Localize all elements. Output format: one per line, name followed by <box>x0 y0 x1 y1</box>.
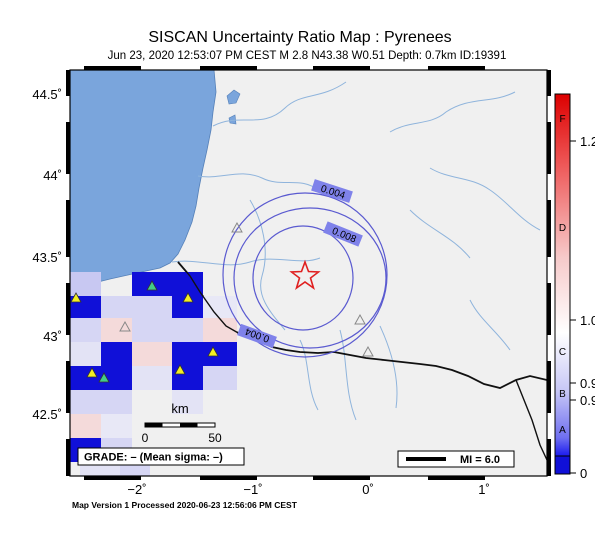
scale-start: 0 <box>142 431 149 445</box>
grade-letter: C <box>559 347 566 358</box>
map-frame <box>69 69 548 477</box>
scale-bar: km 0 50 <box>142 401 222 445</box>
rivers <box>171 81 541 421</box>
color-bar-value: 0.9 <box>580 376 595 391</box>
contour-inner <box>252 225 354 331</box>
event-info: Jun 23, 2020 12:53:07 PM CEST M 2.8 N43.… <box>108 50 507 62</box>
triangle-icon <box>207 346 219 357</box>
longitude-labels: −2˚ −1˚ 0˚ 1˚ <box>127 482 489 497</box>
lon-label: 0˚ <box>362 482 374 497</box>
mi-box: MI = 6.0 <box>397 450 515 468</box>
lagoon <box>228 114 237 125</box>
map-area: 0.004 0.008 0.004 km <box>70 70 547 476</box>
coast-mediterranean <box>515 379 547 461</box>
color-bar-value: 0.9 <box>580 393 595 408</box>
color-bar-value: 1.2 <box>580 134 595 149</box>
star-icon <box>289 259 321 290</box>
latitude-labels: 44.5˚ 44˚ 43.5˚ 43˚ 42.5˚ <box>32 87 62 422</box>
scale-end: 50 <box>208 431 222 445</box>
triangle-icon <box>182 292 194 303</box>
triangle-icon <box>174 364 186 375</box>
triangle-outline-icon <box>119 320 131 332</box>
lon-label: −1˚ <box>243 482 262 497</box>
grade-letter: A <box>559 425 566 436</box>
lat-label: 42.5˚ <box>32 407 62 422</box>
lat-label: 44˚ <box>43 168 62 183</box>
processed-info: Map Version 1 Processed 2020-06-23 12:56… <box>72 500 298 510</box>
triangle-icon <box>70 292 82 303</box>
color-bar-ticks <box>570 140 576 474</box>
triangle-outline-icon <box>362 345 374 357</box>
lon-label: 1˚ <box>478 482 490 497</box>
triangle-icon <box>98 372 110 383</box>
svg-text:MI = 6.0: MI = 6.0 <box>460 454 500 466</box>
triangle-icon <box>86 367 98 378</box>
stations <box>70 221 374 383</box>
grade-box: GRADE: – (Mean sigma: –) <box>77 447 245 466</box>
triangle-icon <box>146 280 158 291</box>
lat-label: 44.5˚ <box>32 87 62 102</box>
triangle-outline-icon <box>354 313 366 325</box>
grade-letter: B <box>559 389 566 400</box>
lagoon <box>226 89 241 105</box>
map-title: SISCAN Uncertainty Ratio Map : Pyrenees <box>148 29 451 46</box>
contour-outer <box>222 192 388 358</box>
grade-letter: F <box>559 114 565 125</box>
triangle-outline-icon <box>231 221 243 233</box>
grade-letter: D <box>559 223 566 234</box>
lat-label: 43.5˚ <box>32 250 62 265</box>
lon-label: −2˚ <box>127 482 146 497</box>
color-bar: F D C B A 1.2 1.0 0.9 0.9 0 <box>554 93 595 481</box>
frame-ticks <box>66 66 551 480</box>
contour-middle <box>233 207 387 349</box>
scale-unit: km <box>171 401 188 416</box>
lat-label: 43˚ <box>43 329 62 344</box>
svg-text:GRADE: – (Mean sigma: –): GRADE: – (Mean sigma: –) <box>84 452 223 464</box>
color-bar-value: 0 <box>580 466 587 481</box>
color-bar-value: 1.0 <box>580 313 595 328</box>
uncertainty-contours <box>222 192 388 358</box>
